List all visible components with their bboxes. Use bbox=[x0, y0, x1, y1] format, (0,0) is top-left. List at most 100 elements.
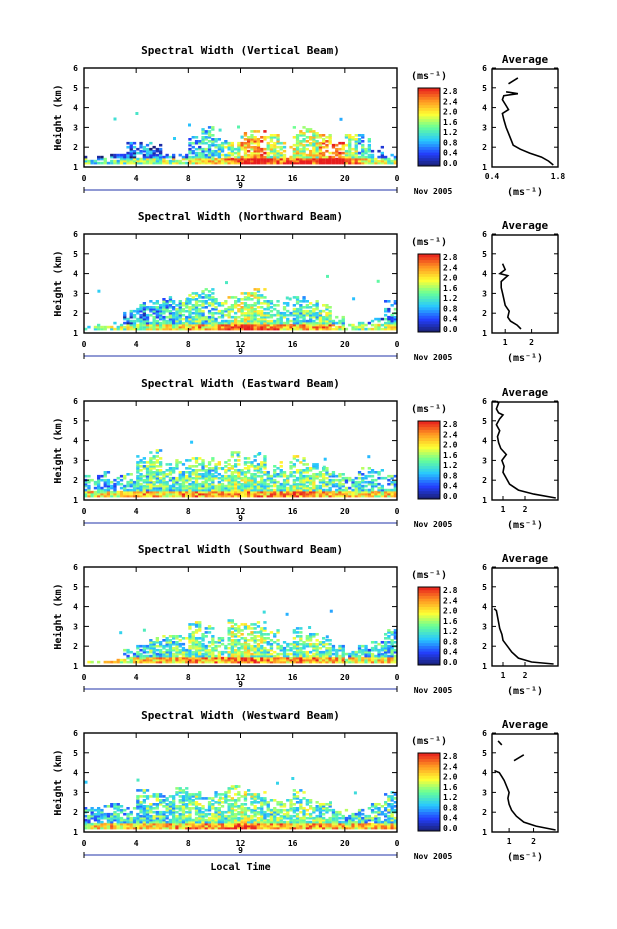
heatmap-cell bbox=[305, 494, 309, 498]
heatmap-cell bbox=[139, 309, 143, 313]
heatmap-cell bbox=[220, 157, 225, 161]
heatmap-cell bbox=[207, 327, 212, 331]
heatmap-cell bbox=[312, 153, 316, 157]
heatmap-cell bbox=[328, 155, 332, 159]
heatmap-cell bbox=[113, 321, 117, 325]
heatmap-cell bbox=[129, 490, 133, 494]
heatmap-cell bbox=[331, 652, 336, 656]
heatmap-cell bbox=[299, 134, 303, 137]
heatmap-cell bbox=[256, 621, 261, 624]
heatmap-cell bbox=[211, 656, 215, 660]
heatmap-cell bbox=[243, 467, 248, 470]
heatmap-cell bbox=[279, 484, 283, 488]
heatmap-cell bbox=[87, 490, 91, 494]
heatmap-cell bbox=[387, 309, 391, 313]
heatmap-cell bbox=[243, 625, 248, 628]
heatmap-cell bbox=[263, 488, 267, 492]
heatmap-cell bbox=[149, 826, 153, 830]
heatmap-cell bbox=[247, 323, 251, 327]
heatmap-cell bbox=[328, 639, 332, 642]
heatmap-cell bbox=[90, 822, 94, 826]
heatmap-cell bbox=[103, 822, 107, 826]
heatmap-cell bbox=[247, 461, 251, 464]
heatmap-cell bbox=[90, 814, 94, 818]
heatmap-cell bbox=[159, 471, 163, 474]
heatmap-cell bbox=[162, 482, 166, 486]
heatmap-cell bbox=[376, 279, 380, 283]
heatmap-cell bbox=[103, 157, 107, 161]
heatmap-cell bbox=[247, 298, 251, 301]
heatmap-cell bbox=[357, 660, 362, 664]
heatmap-cell bbox=[194, 795, 199, 798]
heatmap-cell bbox=[198, 484, 202, 488]
heatmap-cell bbox=[188, 149, 192, 153]
heatmap-cell bbox=[194, 292, 199, 295]
heatmap-cell bbox=[256, 325, 261, 329]
heatmap-cell bbox=[234, 492, 238, 496]
colorbar-segment bbox=[418, 143, 440, 147]
heatmap-cell bbox=[211, 313, 215, 317]
heatmap-cell bbox=[201, 138, 205, 141]
heatmap-cell bbox=[273, 319, 277, 323]
heatmap-cell bbox=[243, 654, 248, 658]
heatmap-cell bbox=[338, 141, 342, 145]
heatmap-cell bbox=[387, 637, 391, 640]
heatmap-cell bbox=[198, 646, 202, 650]
heatmap-cell bbox=[116, 490, 120, 494]
heatmap-cell bbox=[348, 147, 352, 151]
heatmap-cell bbox=[132, 492, 137, 496]
heatmap-cell bbox=[188, 646, 192, 650]
heatmap-cell bbox=[243, 490, 248, 494]
heatmap-cell bbox=[240, 494, 244, 498]
heatmap-cell bbox=[227, 658, 231, 662]
heatmap-cell bbox=[198, 325, 202, 329]
heatmap-cell bbox=[357, 151, 362, 155]
heatmap-cell bbox=[132, 141, 137, 145]
heatmap-cell bbox=[220, 311, 225, 315]
heatmap-cell bbox=[256, 644, 261, 648]
heatmap-cell bbox=[367, 660, 371, 664]
heatmap-cell bbox=[240, 313, 244, 317]
heatmap-cell bbox=[136, 465, 140, 468]
heatmap-cell bbox=[149, 816, 153, 820]
x-tick-label: 12 bbox=[236, 174, 246, 183]
heatmap-cell bbox=[256, 797, 261, 800]
heatmap-cell bbox=[230, 826, 234, 830]
heatmap-cell bbox=[374, 646, 378, 650]
heatmap-cell bbox=[247, 656, 251, 660]
average-title: Average bbox=[502, 53, 549, 66]
heatmap-cell bbox=[185, 818, 189, 822]
heatmap-cell bbox=[217, 151, 221, 155]
heatmap-cell bbox=[266, 492, 270, 496]
heatmap-cell bbox=[253, 639, 257, 642]
heatmap-cell bbox=[263, 648, 267, 652]
heatmap-cell bbox=[273, 488, 277, 492]
heatmap-cell bbox=[181, 309, 186, 313]
heatmap-cell bbox=[191, 642, 195, 646]
heatmap-cell bbox=[136, 826, 140, 830]
heatmap-cell bbox=[295, 478, 300, 482]
heatmap-cell bbox=[364, 476, 368, 480]
heatmap-cell bbox=[211, 457, 215, 460]
heatmap-cell bbox=[220, 797, 225, 800]
heatmap-cell bbox=[266, 826, 270, 830]
heatmap-cell bbox=[282, 149, 287, 153]
heatmap-cell bbox=[273, 307, 277, 311]
heatmap-cell bbox=[260, 803, 264, 806]
heatmap-cell bbox=[305, 313, 309, 317]
heatmap-cell bbox=[172, 492, 176, 496]
heatmap-cell bbox=[273, 145, 277, 149]
heatmap-cell bbox=[309, 143, 313, 147]
heatmap-cell bbox=[256, 141, 261, 145]
heatmap-cell bbox=[230, 650, 234, 654]
heatmap-cell bbox=[318, 484, 323, 488]
heatmap-cell bbox=[247, 325, 251, 329]
heatmap-cell bbox=[165, 469, 169, 472]
heatmap-cell bbox=[172, 635, 176, 638]
heatmap-cell bbox=[211, 639, 215, 642]
heatmap-cell bbox=[217, 650, 221, 654]
heatmap-cell bbox=[292, 480, 296, 484]
heatmap-cell bbox=[370, 480, 375, 484]
heatmap-cell bbox=[309, 321, 313, 325]
heatmap-cell bbox=[390, 660, 394, 664]
